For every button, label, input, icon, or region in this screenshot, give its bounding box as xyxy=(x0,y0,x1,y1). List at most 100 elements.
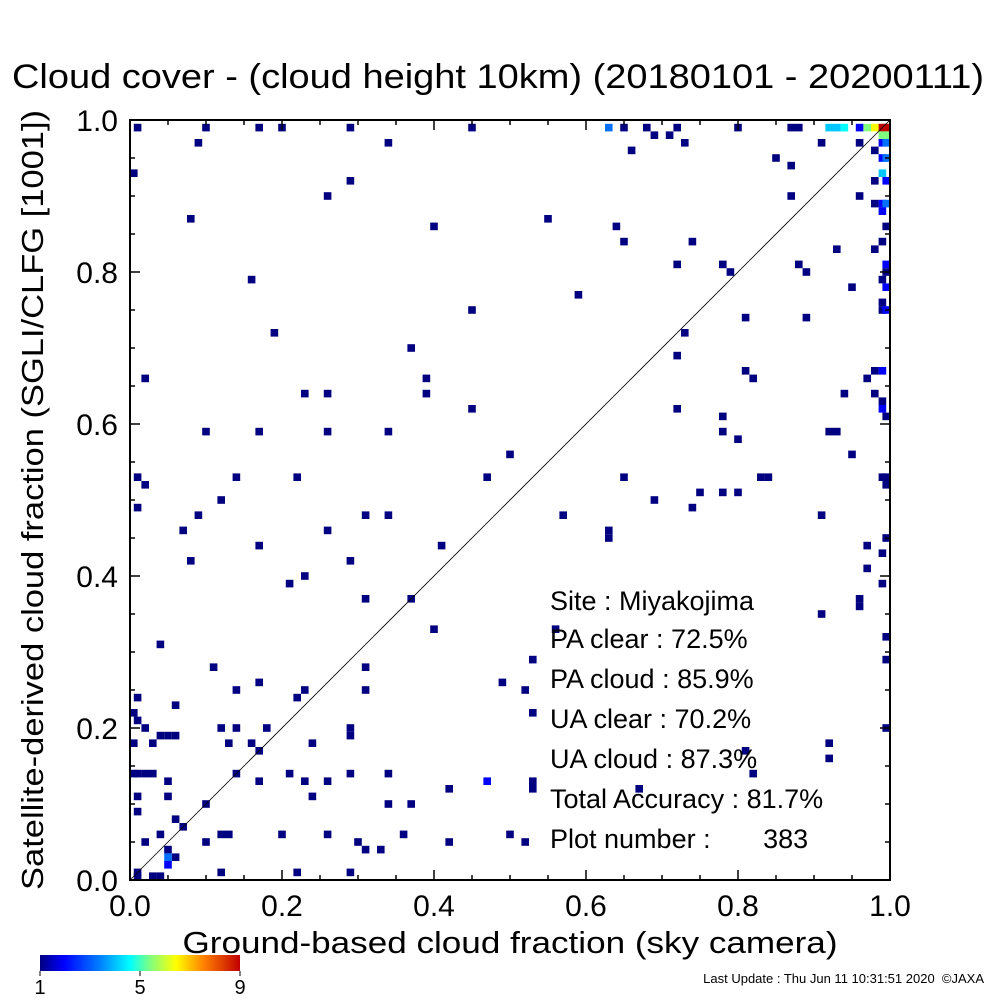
y-tick-label: 1.0 xyxy=(76,105,118,138)
heatmap-cell xyxy=(871,245,879,253)
heatmap-cell xyxy=(361,511,370,519)
heatmap-cell xyxy=(681,139,689,147)
heatmap-cell xyxy=(407,344,415,352)
heatmap-cell xyxy=(529,709,537,717)
heatmap-cell xyxy=(285,769,294,778)
heatmap-cell xyxy=(855,192,864,200)
heatmap-cell xyxy=(863,123,871,132)
heatmap-cell xyxy=(346,731,355,740)
heatmap-cell xyxy=(521,838,529,846)
heatmap-cell xyxy=(863,541,871,550)
heatmap-cell xyxy=(278,830,286,839)
x-axis-label: Ground-based cloud fraction (sky camera) xyxy=(183,925,838,960)
heatmap-cells xyxy=(130,123,890,880)
heatmap-cell xyxy=(605,123,613,132)
stats-site: Site : Miyakojima xyxy=(550,586,755,616)
heatmap-cell xyxy=(179,526,187,535)
colorbar-tick-label: 1 xyxy=(34,977,45,999)
heatmap-cell xyxy=(840,389,849,398)
colorbar xyxy=(40,955,240,971)
heatmap-cell xyxy=(855,595,864,603)
heatmap-cell xyxy=(225,739,233,747)
heatmap-cell xyxy=(202,427,210,436)
heatmap-cell xyxy=(878,237,887,246)
heatmap-cell xyxy=(882,139,890,147)
heatmap-cell xyxy=(187,557,195,565)
heatmap-cell xyxy=(681,329,689,337)
heatmap-cell xyxy=(673,123,681,132)
y-tick-label: 0.4 xyxy=(76,561,118,594)
heatmap-cell xyxy=(255,777,263,785)
heatmap-cell xyxy=(878,199,887,208)
heatmap-cell xyxy=(171,731,180,740)
heatmap-cell xyxy=(498,678,507,687)
heatmap-cell xyxy=(202,838,210,846)
heatmap-cell xyxy=(164,777,172,785)
heatmap-cell xyxy=(133,807,142,816)
heatmap-cell xyxy=(133,503,142,512)
heatmap-cell xyxy=(620,473,628,481)
heatmap-cell xyxy=(574,291,583,299)
heatmap-cell xyxy=(635,785,643,793)
heatmap-cell xyxy=(346,177,355,185)
heatmap-cell xyxy=(217,496,225,504)
heatmap-cell xyxy=(551,625,560,633)
heatmap-cell xyxy=(529,655,537,664)
y-tick-label: 0.6 xyxy=(76,409,118,442)
heatmap-cell xyxy=(346,557,355,565)
heatmap-cell xyxy=(301,389,309,398)
stats-box: Site : Miyakojima PA clear : 72.5% PA cl… xyxy=(550,586,823,854)
diagonal-line xyxy=(129,119,891,881)
heatmap-cell xyxy=(133,473,142,481)
heatmap-cell xyxy=(430,222,438,231)
heatmap-cell xyxy=(878,154,887,162)
heatmap-cell xyxy=(559,511,567,519)
heatmap-cell xyxy=(171,701,180,709)
y-tick-label: 0.8 xyxy=(76,257,118,290)
heatmap-cell xyxy=(696,488,704,497)
heatmap-cell xyxy=(141,374,149,383)
heatmap-cell xyxy=(263,724,271,732)
heatmap-cell xyxy=(346,724,355,732)
heatmap-cell xyxy=(255,123,263,132)
stats-ua-clear: UA clear : 70.2% xyxy=(550,704,751,734)
heatmap-cell xyxy=(605,534,613,542)
heatmap-cell xyxy=(878,367,887,375)
heatmap-cell xyxy=(719,488,727,497)
heatmap-cell xyxy=(787,192,795,200)
heatmap-cell xyxy=(882,283,890,291)
heatmap-cell xyxy=(882,260,890,269)
heatmap-cell xyxy=(817,139,826,147)
heatmap-cell xyxy=(323,389,332,398)
heatmap-cell xyxy=(863,374,871,383)
heatmap-cell xyxy=(878,298,887,307)
x-tick-label: 0.6 xyxy=(565,890,607,923)
heatmap-cell xyxy=(871,367,879,375)
heatmap-cell xyxy=(217,724,225,732)
heatmap-cell xyxy=(878,405,887,413)
heatmap-cell xyxy=(795,123,803,132)
heatmap-cell xyxy=(529,777,537,785)
heatmap-cell xyxy=(445,785,453,793)
heatmap-cell xyxy=(164,861,172,869)
heatmap-cell xyxy=(141,481,149,489)
heatmap-cell xyxy=(757,473,765,481)
heatmap-cell xyxy=(217,830,225,839)
x-tick-label: 0.0 xyxy=(109,890,151,923)
colorbar-tick-label: 5 xyxy=(134,977,145,999)
heatmap-cell xyxy=(156,640,165,649)
heatmap-cell xyxy=(323,427,332,436)
heatmap-cell xyxy=(787,161,795,170)
heatmap-cell xyxy=(882,222,890,231)
heatmap-cell xyxy=(384,800,393,808)
heatmap-cell xyxy=(521,686,529,694)
heatmap-cell xyxy=(430,625,438,633)
axis-ticks: 0.0 0.2 0.4 0.6 0.8 1.0 0.0 0.2 0.4 0.6 0.8 1.0 xyxy=(76,105,911,923)
heatmap-cell xyxy=(882,177,890,185)
heatmap-cell xyxy=(506,450,514,459)
heatmap-cell xyxy=(354,838,362,846)
heatmap-cell xyxy=(741,367,750,375)
x-tick-label: 0.8 xyxy=(717,890,759,923)
heatmap-cell xyxy=(437,541,446,550)
